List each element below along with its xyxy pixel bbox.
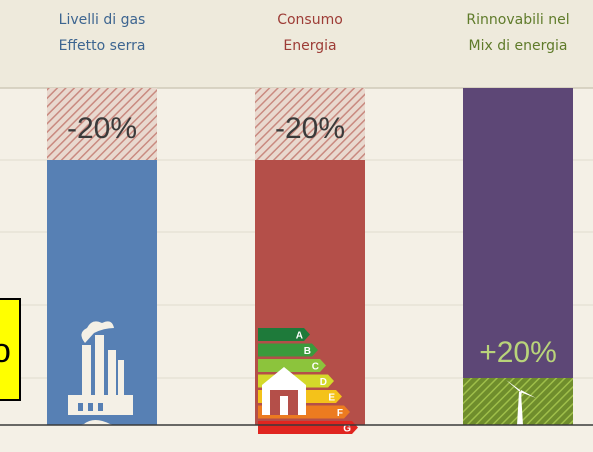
- hatch: [47, 88, 157, 160]
- energy-class-label: C: [312, 362, 319, 373]
- hatch: [255, 88, 365, 160]
- header-band: [0, 0, 593, 88]
- energy-class-label: A: [296, 331, 303, 342]
- overlay-text: o: [0, 332, 11, 370]
- house-icon: [262, 367, 306, 415]
- energy-class-label: G: [343, 424, 351, 435]
- column-title: Energia: [283, 38, 336, 54]
- energy-class-bar: [258, 328, 310, 341]
- column-title: Effetto serra: [59, 38, 146, 54]
- energy-class-label: B: [304, 346, 311, 357]
- column-title: Livelli di gas: [59, 12, 146, 28]
- column-title: Rinnovabili nel: [466, 12, 569, 28]
- energy-class-label: F: [337, 408, 343, 419]
- energy-class-label: E: [328, 393, 335, 404]
- column-title: Mix di energia: [469, 38, 568, 54]
- target-label: -20%: [275, 112, 345, 145]
- energy-class-label: D: [320, 377, 327, 388]
- column-title: Consumo: [277, 12, 343, 28]
- energy-class-bar: [258, 359, 326, 372]
- target-label: -20%: [67, 112, 137, 145]
- target-label: +20%: [479, 336, 557, 369]
- overlay-box: [0, 298, 21, 401]
- energy-class-bar: [258, 343, 318, 357]
- bar: [463, 88, 573, 378]
- wind-turbine-icon: [506, 380, 536, 425]
